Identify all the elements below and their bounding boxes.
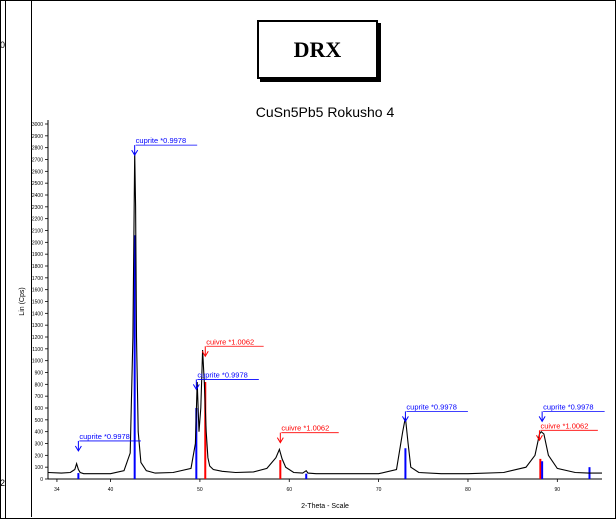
left-edge-label-top: 0 bbox=[0, 40, 6, 50]
peak-annotation: cuprite *0.9978 bbox=[543, 402, 593, 411]
y-tick-label: 1000 bbox=[32, 359, 43, 365]
y-tick-label: 100 bbox=[35, 465, 44, 471]
y-tick-label: 1100 bbox=[32, 347, 43, 353]
y-tick-label: 1500 bbox=[32, 300, 43, 306]
peak-annotation: cuprite *0.9978 bbox=[79, 432, 129, 441]
y-tick-label: 800 bbox=[35, 382, 44, 388]
y-tick-label: 700 bbox=[35, 394, 44, 400]
x-tick-label: 80 bbox=[465, 487, 471, 493]
y-tick-label: 1400 bbox=[32, 311, 43, 317]
y-tick-label: 1900 bbox=[32, 252, 43, 258]
y-tick-label: 1800 bbox=[32, 264, 43, 270]
peak-annotation: cuivre *1.0062 bbox=[540, 421, 588, 430]
y-tick-label: 2600 bbox=[32, 169, 43, 175]
peak-annotation: cuprite *0.9978 bbox=[406, 402, 456, 411]
y-tick-label: 2300 bbox=[32, 205, 43, 211]
y-tick-label: 1700 bbox=[32, 276, 43, 282]
y-tick-label: 1200 bbox=[32, 335, 43, 341]
annotation-arrowhead bbox=[401, 416, 409, 423]
x-tick-label: 90 bbox=[555, 487, 561, 493]
annotation-arrowhead bbox=[192, 384, 200, 391]
peak-annotation: cuivre *1.0062 bbox=[281, 424, 329, 433]
y-tick-label: 500 bbox=[35, 418, 44, 424]
y-tick-label: 600 bbox=[35, 406, 44, 412]
peak-annotation: cuprite *0.9978 bbox=[197, 370, 247, 379]
diffractogram-line bbox=[47, 152, 602, 475]
y-tick-label: 2200 bbox=[32, 217, 43, 223]
chart-title: CuSn5Pb5 Rokusho 4 bbox=[256, 104, 395, 120]
annotation-arrowhead bbox=[276, 437, 284, 444]
x-tick-label: 60 bbox=[286, 487, 292, 493]
peak-annotation: cuprite *0.9978 bbox=[136, 136, 186, 145]
y-tick-label: 2000 bbox=[32, 240, 43, 246]
y-tick-label: 400 bbox=[35, 430, 44, 436]
annotation-arrowhead bbox=[538, 416, 546, 423]
left-edge-label-bottom: 2 bbox=[0, 478, 6, 488]
y-tick-label: 200 bbox=[35, 453, 44, 459]
x-tick-label: 50 bbox=[197, 487, 203, 493]
y-tick-label: 1600 bbox=[32, 288, 43, 294]
annotation-arrowhead bbox=[131, 149, 139, 157]
y-tick-label: 0 bbox=[40, 477, 43, 483]
y-tick-label: 2800 bbox=[32, 146, 43, 152]
inner-frame bbox=[31, 0, 615, 517]
y-tick-label: 1300 bbox=[32, 323, 43, 329]
x-axis-label: 2-Theta - Scale bbox=[301, 503, 349, 510]
y-tick-label: 2500 bbox=[32, 181, 43, 187]
y-tick-label: 300 bbox=[35, 442, 44, 448]
annotation-arrowhead bbox=[74, 445, 82, 452]
left-strip bbox=[0, 0, 6, 519]
y-tick-label: 2900 bbox=[32, 134, 43, 140]
peak-annotation: cuivre *1.0062 bbox=[206, 337, 254, 346]
y-tick-label: 900 bbox=[35, 371, 44, 377]
x-tick-label: 34 bbox=[54, 487, 60, 493]
drx-badge: DRX bbox=[257, 20, 378, 79]
y-tick-label: 2700 bbox=[32, 158, 43, 164]
annotation-arrowhead bbox=[536, 435, 543, 442]
y-tick-label: 3000 bbox=[32, 122, 43, 128]
y-tick-label: 2400 bbox=[32, 193, 43, 199]
y-tick-label: 2100 bbox=[32, 229, 43, 235]
y-axis-label: Lin (Cps) bbox=[19, 287, 26, 315]
x-tick-label: 40 bbox=[108, 487, 114, 493]
x-tick-label: 70 bbox=[376, 487, 382, 493]
annotation-arrowhead bbox=[201, 351, 209, 358]
